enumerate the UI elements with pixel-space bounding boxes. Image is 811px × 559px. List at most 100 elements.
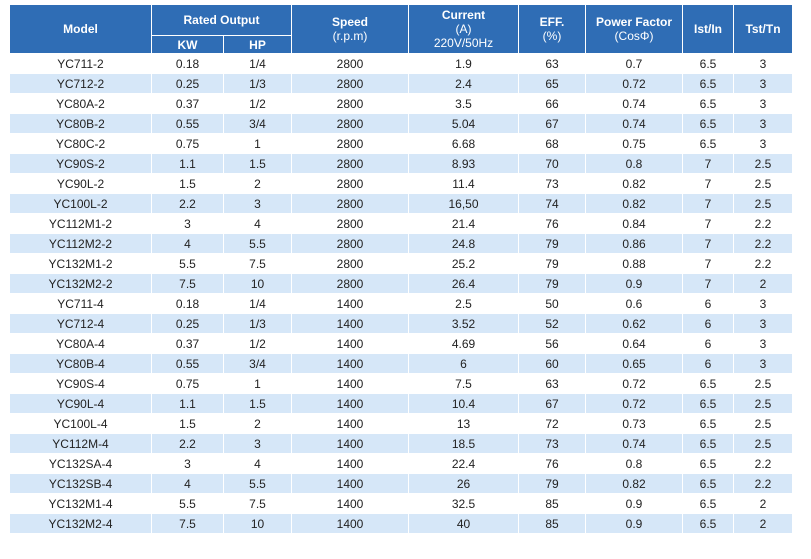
header-pf-unit: (CosΦ)	[614, 29, 654, 43]
cell-tst-tn: 2.5	[733, 393, 793, 414]
cell-kw: 5.5	[151, 253, 224, 274]
cell-eff: 79	[518, 233, 586, 254]
cell-tst-tn: 2.5	[733, 173, 793, 194]
cell-eff: 73	[518, 173, 586, 194]
cell-speed: 1400	[291, 453, 409, 474]
cell-tst-tn: 2.5	[733, 193, 793, 214]
cell-hp: 5.5	[223, 473, 292, 494]
header-eff-label: EFF.	[539, 15, 565, 29]
cell-eff: 67	[518, 113, 586, 134]
cell-model: YC132M1-4	[9, 493, 152, 514]
cell-speed: 2800	[291, 193, 409, 214]
cell-kw: 7.5	[151, 513, 224, 534]
cell-current: 7.5	[408, 373, 519, 394]
cell-current: 26	[408, 473, 519, 494]
cell-hp: 1.5	[223, 393, 292, 414]
cell-model: YC90L-2	[9, 173, 152, 194]
cell-current: 6	[408, 353, 519, 374]
header-kw: KW	[151, 35, 224, 54]
cell-power-factor: 0.86	[585, 233, 683, 254]
cell-current: 40	[408, 513, 519, 534]
table-row: YC80B-2 0.55 3/4 2800 5.04 67 0.74 6.5 3	[9, 113, 793, 134]
cell-speed: 1400	[291, 313, 409, 334]
cell-tst-tn: 2.5	[733, 413, 793, 434]
cell-eff: 85	[518, 493, 586, 514]
cell-hp: 4	[223, 453, 292, 474]
table-row: YC132SA-4 3 4 1400 22.4 76 0.8 6.5 2.2	[9, 453, 793, 474]
cell-power-factor: 0.72	[585, 373, 683, 394]
cell-current: 16,50	[408, 193, 519, 214]
cell-hp: 1	[223, 373, 292, 394]
cell-eff: 68	[518, 133, 586, 154]
table-header: Model Rated Output Speed (r.p.m) Current…	[9, 4, 793, 54]
cell-eff: 70	[518, 153, 586, 174]
cell-current: 4.69	[408, 333, 519, 354]
cell-speed: 2800	[291, 213, 409, 234]
cell-hp: 5.5	[223, 233, 292, 254]
cell-eff: 79	[518, 273, 586, 294]
header-power-factor: Power Factor (CosΦ)	[585, 4, 683, 54]
cell-hp: 3	[223, 193, 292, 214]
cell-current: 24.8	[408, 233, 519, 254]
cell-hp: 1/2	[223, 333, 292, 354]
table-row: YC90S-4 0.75 1 1400 7.5 63 0.72 6.5 2.5	[9, 373, 793, 394]
cell-ist-in: 6.5	[682, 473, 734, 494]
cell-kw: 0.18	[151, 293, 224, 314]
cell-ist-in: 6.5	[682, 93, 734, 114]
cell-speed: 1400	[291, 393, 409, 414]
cell-kw: 0.37	[151, 333, 224, 354]
cell-power-factor: 0.62	[585, 313, 683, 334]
cell-ist-in: 7	[682, 193, 734, 214]
header-eff-unit: (%)	[542, 29, 562, 43]
cell-model: YC80B-2	[9, 113, 152, 134]
cell-ist-in: 6.5	[682, 73, 734, 94]
cell-ist-in: 6.5	[682, 513, 734, 534]
cell-current: 11.4	[408, 173, 519, 194]
cell-power-factor: 0.9	[585, 493, 683, 514]
cell-model: YC132SB-4	[9, 473, 152, 494]
cell-power-factor: 0.82	[585, 473, 683, 494]
cell-hp: 7.5	[223, 253, 292, 274]
cell-tst-tn: 2	[733, 513, 793, 534]
cell-hp: 10	[223, 513, 292, 534]
cell-kw: 3	[151, 213, 224, 234]
cell-power-factor: 0.74	[585, 433, 683, 454]
cell-eff: 72	[518, 413, 586, 434]
cell-power-factor: 0.9	[585, 273, 683, 294]
cell-eff: 56	[518, 333, 586, 354]
cell-hp: 1	[223, 133, 292, 154]
cell-hp: 3/4	[223, 353, 292, 374]
cell-tst-tn: 2.5	[733, 373, 793, 394]
header-speed: Speed (r.p.m)	[291, 4, 409, 54]
table-row: YC90L-2 1.5 2 2800 11.4 73 0.82 7 2.5	[9, 173, 793, 194]
table-row: YC132SB-4 4 5.5 1400 26 79 0.82 6.5 2.2	[9, 473, 793, 494]
cell-speed: 2800	[291, 93, 409, 114]
cell-model: YC80B-4	[9, 353, 152, 374]
cell-ist-in: 6.5	[682, 113, 734, 134]
cell-hp: 7.5	[223, 493, 292, 514]
cell-kw: 0.55	[151, 353, 224, 374]
cell-power-factor: 0.72	[585, 393, 683, 414]
table-row: YC132M1-4 5.5 7.5 1400 32.5 85 0.9 6.5 2	[9, 493, 793, 514]
cell-current: 13	[408, 413, 519, 434]
cell-hp: 1/4	[223, 293, 292, 314]
cell-speed: 2800	[291, 173, 409, 194]
cell-eff: 66	[518, 93, 586, 114]
cell-model: YC80A-2	[9, 93, 152, 114]
cell-model: YC90S-4	[9, 373, 152, 394]
cell-speed: 1400	[291, 473, 409, 494]
cell-eff: 76	[518, 213, 586, 234]
cell-speed: 2800	[291, 253, 409, 274]
table-row: YC112M1-2 3 4 2800 21.4 76 0.84 7 2.2	[9, 213, 793, 234]
cell-kw: 1.5	[151, 173, 224, 194]
cell-kw: 5.5	[151, 493, 224, 514]
cell-power-factor: 0.9	[585, 513, 683, 534]
cell-current: 10.4	[408, 393, 519, 414]
cell-ist-in: 6.5	[682, 493, 734, 514]
cell-tst-tn: 2.2	[733, 213, 793, 234]
cell-hp: 1/3	[223, 313, 292, 334]
header-ist-in: Ist/In	[682, 4, 734, 54]
cell-kw: 2.2	[151, 193, 224, 214]
cell-current: 25.2	[408, 253, 519, 274]
header-pf-label: Power Factor	[595, 15, 673, 29]
